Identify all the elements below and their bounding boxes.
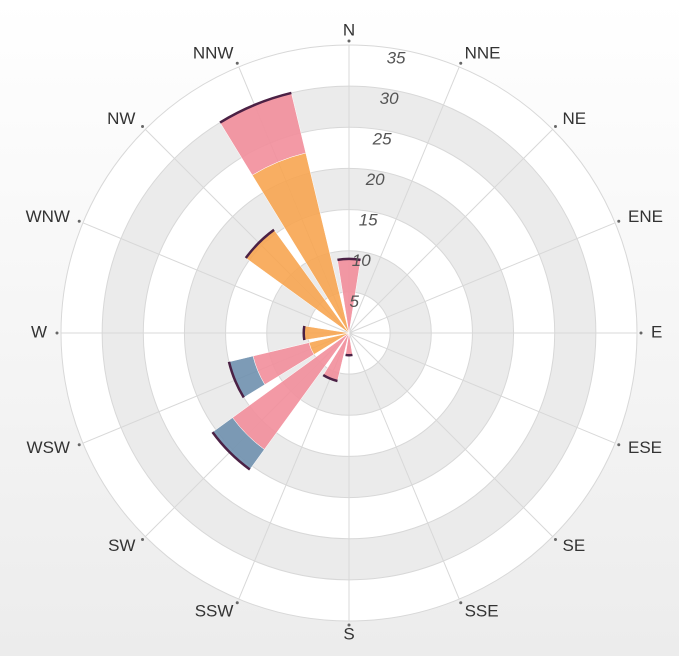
- y-tick-label: 20: [365, 170, 385, 189]
- radial-grid-line: [348, 222, 616, 334]
- direction-label: WSW: [27, 438, 70, 457]
- direction-label: W: [31, 322, 47, 341]
- direction-label: NW: [107, 109, 135, 128]
- bar-outline: [322, 374, 338, 383]
- axis-tick: [235, 601, 239, 605]
- direction-label: NNW: [193, 43, 234, 62]
- axis-tick: [55, 331, 59, 335]
- bar-outline: [219, 91, 292, 124]
- y-tick-label: 10: [352, 251, 371, 270]
- direction-label: ESE: [628, 438, 662, 457]
- axis-tick: [617, 443, 621, 447]
- bar-outline: [227, 361, 245, 399]
- radial-grid-line: [82, 222, 350, 334]
- y-tick-label: 25: [372, 130, 392, 149]
- direction-label: SE: [563, 536, 586, 555]
- axis-tick: [553, 537, 557, 541]
- axis-tick: [347, 623, 351, 627]
- radial-grid-line: [348, 332, 460, 600]
- axis-tick: [235, 61, 239, 65]
- radial-grid-line: [348, 128, 554, 334]
- axis-tick: [639, 331, 643, 335]
- axis-tick: [459, 601, 463, 605]
- axis-tick: [553, 125, 557, 129]
- radial-grid-line: [348, 332, 554, 538]
- direction-label: ENE: [628, 207, 663, 226]
- axis-tick: [77, 219, 81, 223]
- direction-label: E: [651, 322, 662, 341]
- direction-label: SSW: [195, 601, 234, 620]
- axis-tick: [617, 219, 621, 223]
- axis-tick: [77, 443, 81, 447]
- bar-outline: [337, 257, 361, 262]
- direction-label: WNW: [26, 207, 70, 226]
- axis-tick: [141, 125, 145, 129]
- bar-outline: [244, 228, 275, 259]
- axis-tick: [347, 39, 351, 43]
- y-tick-label: 15: [359, 211, 378, 230]
- direction-label: N: [343, 20, 355, 39]
- direction-label: SSE: [465, 601, 499, 620]
- radial-grid-line: [348, 66, 460, 334]
- y-tick-label: 35: [387, 48, 406, 67]
- axis-tick: [459, 61, 463, 65]
- radial-grid-line: [348, 332, 616, 444]
- direction-label: SW: [108, 536, 135, 555]
- bar-outline: [211, 431, 251, 471]
- axis-tick: [141, 537, 145, 541]
- bar-outline: [302, 325, 306, 341]
- y-tick-label: 30: [380, 89, 399, 108]
- y-tick-label: 5: [350, 292, 360, 311]
- direction-label: NE: [563, 109, 587, 128]
- direction-label: S: [343, 624, 354, 643]
- direction-label: NNE: [465, 43, 501, 62]
